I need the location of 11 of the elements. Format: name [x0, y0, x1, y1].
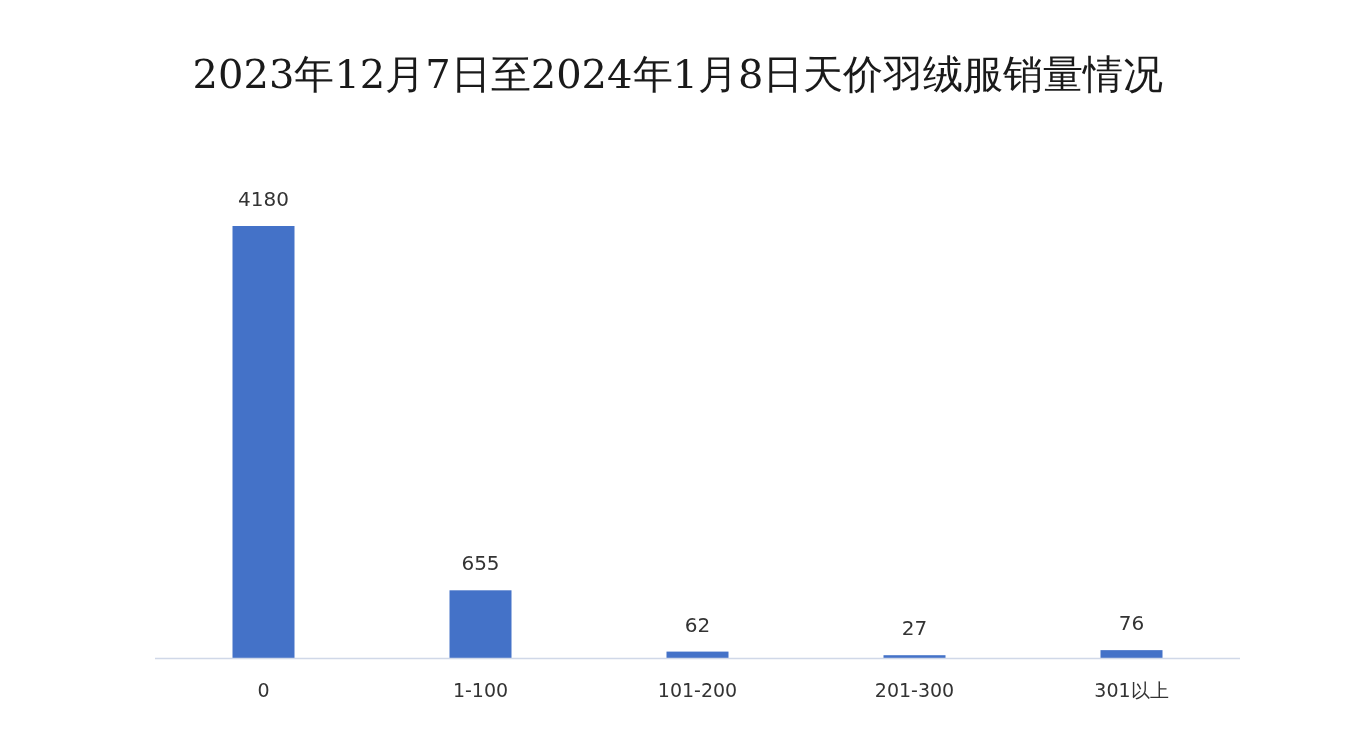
x-tick-label: 0 — [257, 679, 270, 701]
x-tick-label: 1-100 — [452, 679, 509, 701]
title: 2023年12月7日至2024年1月8日天价羽绒服销量情况 — [192, 51, 1164, 97]
data-label: 655 — [461, 551, 500, 576]
data-label: 4180 — [238, 187, 289, 211]
data-label: 27 — [901, 616, 928, 641]
x-tick-label: 201-300 — [874, 679, 955, 701]
x-tick-label: 101-200 — [657, 679, 738, 701]
x-tick-label: 301以上 — [1094, 679, 1169, 701]
data-label: 62 — [684, 612, 711, 637]
data-label: 76 — [1118, 611, 1145, 636]
